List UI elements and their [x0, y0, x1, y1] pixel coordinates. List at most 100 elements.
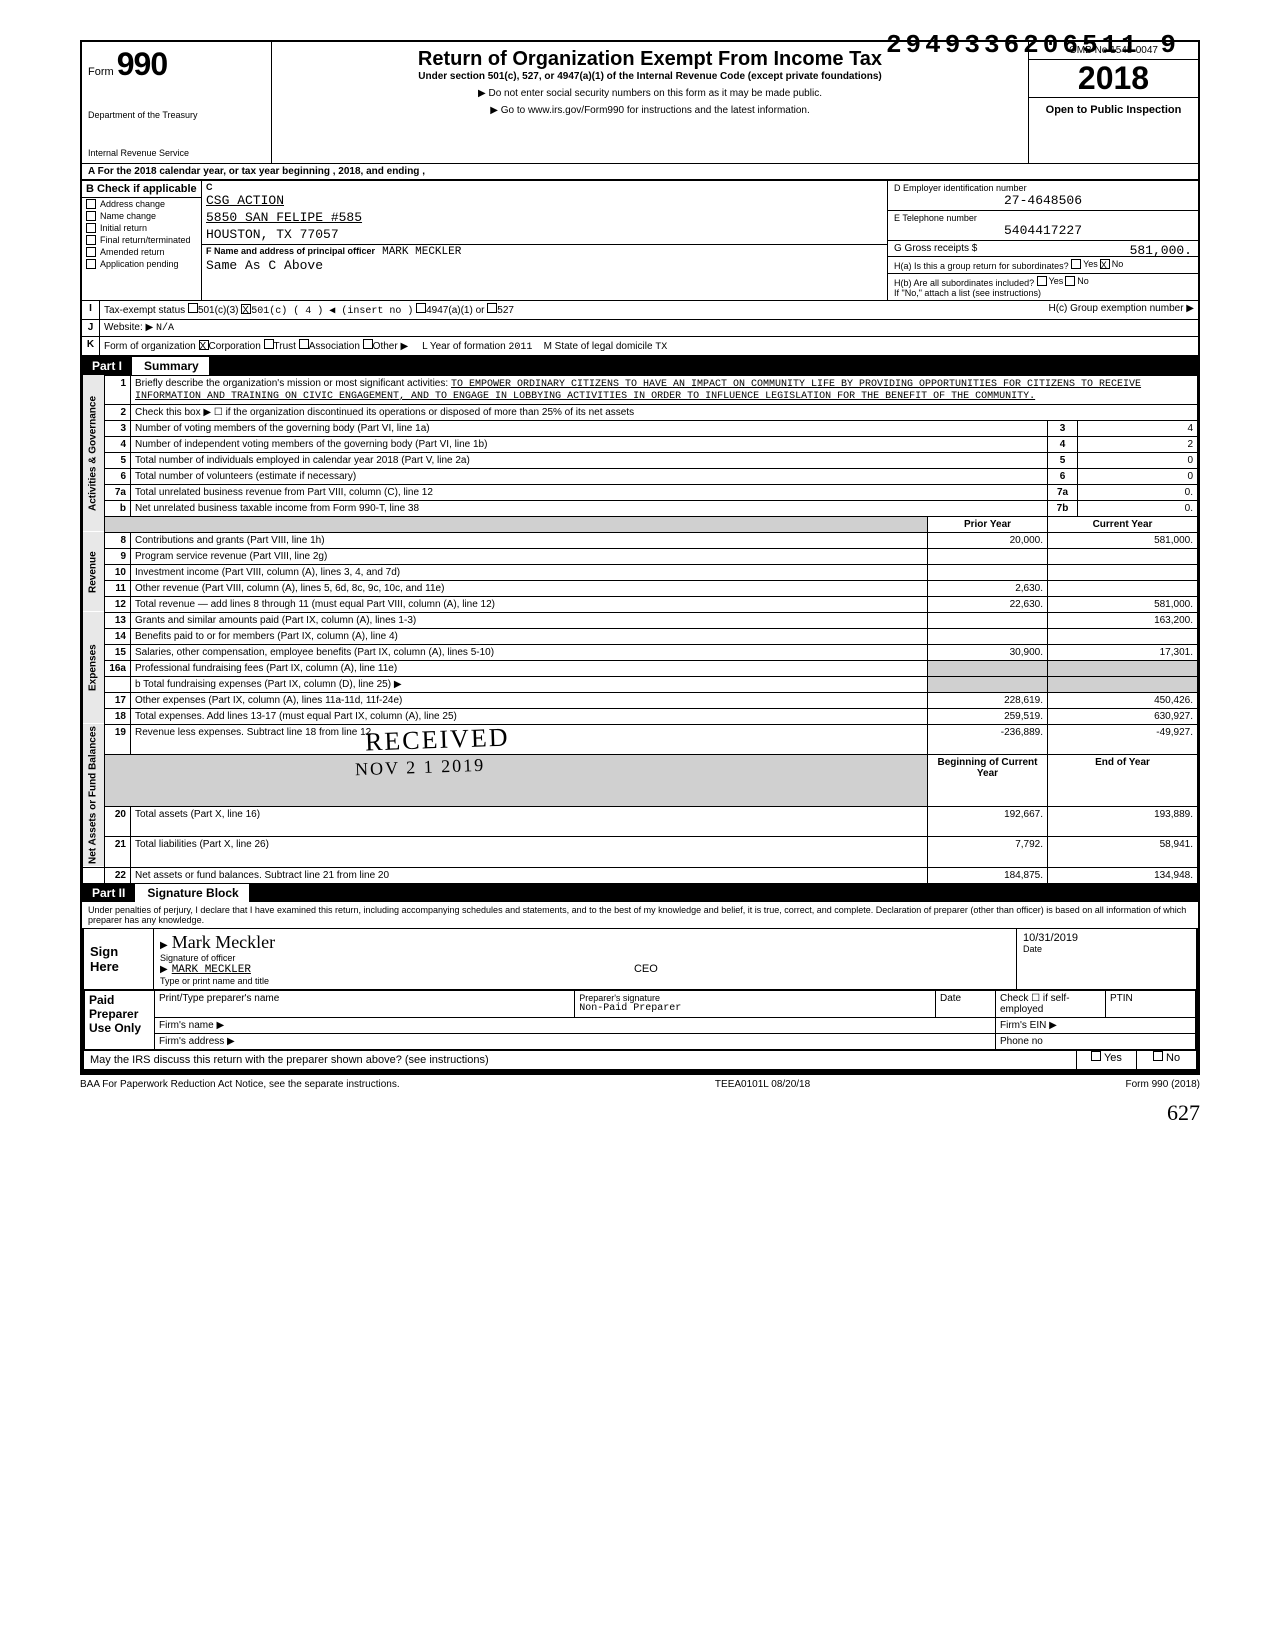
line-18: Total expenses. Add lines 13-17 (must eq… — [131, 708, 928, 724]
form-label: Form — [88, 66, 114, 78]
chk-501c[interactable]: X — [241, 304, 251, 314]
hb-no[interactable] — [1065, 276, 1075, 286]
line-16b: b Total fundraising expenses (Part IX, c… — [131, 676, 928, 692]
line-4: Number of independent voting members of … — [131, 436, 1048, 452]
col-boy: Beginning of Current Year — [928, 755, 1048, 806]
chk-name-change[interactable] — [86, 211, 96, 221]
hc-label: H(c) Group exemption number ▶ — [1048, 303, 1194, 314]
box-4: 4 — [1048, 436, 1078, 452]
signature-label: Signature of officer — [160, 953, 1010, 963]
dept-irs: Internal Revenue Service — [88, 149, 265, 159]
chk-app-pending[interactable] — [86, 259, 96, 269]
chk-4947[interactable] — [416, 303, 426, 313]
py-20: 192,667. — [928, 806, 1048, 837]
ha-no[interactable]: X — [1100, 259, 1110, 269]
line-5: Total number of individuals employed in … — [131, 452, 1048, 468]
chk-amended[interactable] — [86, 247, 96, 257]
paid-label: Paid Preparer Use Only — [85, 990, 155, 1049]
chk-initial-return[interactable] — [86, 223, 96, 233]
hb-label: H(b) Are all subordinates included? — [894, 278, 1034, 288]
form-note-1: ▶ Do not enter social security numbers o… — [282, 88, 1018, 99]
chk-address-change[interactable] — [86, 199, 96, 209]
mission-lead: Briefly describe the organization's miss… — [135, 378, 448, 389]
prep-sig: Non-Paid Preparer — [579, 1003, 931, 1014]
line-15: Salaries, other compensation, employee b… — [131, 644, 928, 660]
sign-date-label: Date — [1023, 944, 1190, 954]
chk-other[interactable] — [363, 339, 373, 349]
i-text: Tax-exempt status — [104, 305, 185, 316]
part-i-title: Summary — [134, 357, 209, 375]
j-label: J — [82, 319, 100, 336]
hb-yes[interactable] — [1037, 276, 1047, 286]
line-7b: Net unrelated business taxable income fr… — [131, 500, 1048, 516]
line-19: Revenue less expenses. Subtract line 18 … — [131, 724, 928, 755]
line-21: Total liabilities (Part X, line 26) — [131, 837, 928, 868]
prep-name-lbl: Print/Type preparer's name — [155, 990, 575, 1017]
i-label: I — [82, 300, 100, 319]
chk-final-return[interactable] — [86, 235, 96, 245]
val-5: 0 — [1078, 452, 1198, 468]
val-7a: 0. — [1078, 484, 1198, 500]
firm-addr-lbl: Firm's address ▶ — [155, 1033, 996, 1049]
line-8: Contributions and grants (Part VIII, lin… — [131, 532, 928, 548]
py-10 — [928, 564, 1048, 580]
chk-trust[interactable] — [264, 339, 274, 349]
py-8: 20,000. — [928, 532, 1048, 548]
box-7a: 7a — [1048, 484, 1078, 500]
lbl-app-pending: Application pending — [100, 259, 179, 269]
opt-4947: 4947(a)(1) or — [426, 305, 484, 316]
received-stamp: RECEIVED — [365, 723, 511, 758]
side-netassets: Net Assets or Fund Balances — [83, 724, 105, 867]
g-label: G Gross receipts $ — [894, 243, 977, 254]
line-16a: Professional fundraising fees (Part IX, … — [131, 660, 928, 676]
discuss-yes-lbl: Yes — [1104, 1052, 1122, 1064]
chk-corp[interactable]: X — [199, 340, 209, 350]
val-7b: 0. — [1078, 500, 1198, 516]
website: N/A — [156, 323, 174, 334]
box-7b: 7b — [1048, 500, 1078, 516]
opt-501c: 501(c) ( 4 ) ◀ (insert no ) — [251, 306, 413, 317]
side-revenue: Revenue — [83, 532, 105, 612]
py-18: 259,519. — [928, 708, 1048, 724]
summary-table: Activities & Governance 1 Briefly descri… — [82, 375, 1198, 884]
line-10: Investment income (Part VIII, column (A)… — [131, 564, 928, 580]
py-22: 184,875. — [928, 867, 1048, 883]
cy-20: 193,889. — [1048, 806, 1198, 837]
opt-corp: Corporation — [209, 341, 261, 352]
py-14 — [928, 628, 1048, 644]
prep-sig-lbl: Preparer's signature — [579, 993, 931, 1003]
l-label: L Year of formation — [422, 341, 506, 352]
signer-title: CEO — [634, 963, 658, 975]
cy-19: -49,927. — [1048, 724, 1198, 755]
k-label: K — [82, 336, 100, 355]
d-label: D Employer identification number — [894, 183, 1192, 193]
prep-date-lbl: Date — [936, 990, 996, 1017]
m-label: M State of legal domicile — [544, 341, 653, 352]
gross-receipts: 581,000. — [1130, 243, 1192, 258]
discuss-no[interactable] — [1153, 1051, 1163, 1061]
cy-18: 630,927. — [1048, 708, 1198, 724]
line-20: Total assets (Part X, line 16) — [131, 806, 928, 837]
box-5: 5 — [1048, 452, 1078, 468]
handwritten-page-no: 627 — [80, 1100, 1200, 1126]
prep-self-emp: Check ☐ if self-employed — [996, 990, 1106, 1017]
py-12: 22,630. — [928, 596, 1048, 612]
discuss-text: May the IRS discuss this return with the… — [84, 1051, 1076, 1069]
j-text: Website: ▶ — [104, 322, 153, 333]
py-9 — [928, 548, 1048, 564]
part-ii-num: Part II — [82, 884, 137, 902]
discuss-yes[interactable] — [1091, 1051, 1101, 1061]
cy-12: 581,000. — [1048, 596, 1198, 612]
chk-527[interactable] — [487, 303, 497, 313]
val-4: 2 — [1078, 436, 1198, 452]
part-ii-title: Signature Block — [137, 884, 248, 902]
chk-assoc[interactable] — [299, 339, 309, 349]
chk-501c3[interactable] — [188, 303, 198, 313]
ha-yes[interactable] — [1071, 259, 1081, 269]
cy-15: 17,301. — [1048, 644, 1198, 660]
col-current-year: Current Year — [1048, 516, 1198, 532]
c-label: C — [202, 181, 887, 193]
opt-assoc: Association — [309, 341, 360, 352]
form-note-2: ▶ Go to www.irs.gov/Form990 for instruct… — [282, 105, 1018, 116]
cy-11 — [1048, 580, 1198, 596]
